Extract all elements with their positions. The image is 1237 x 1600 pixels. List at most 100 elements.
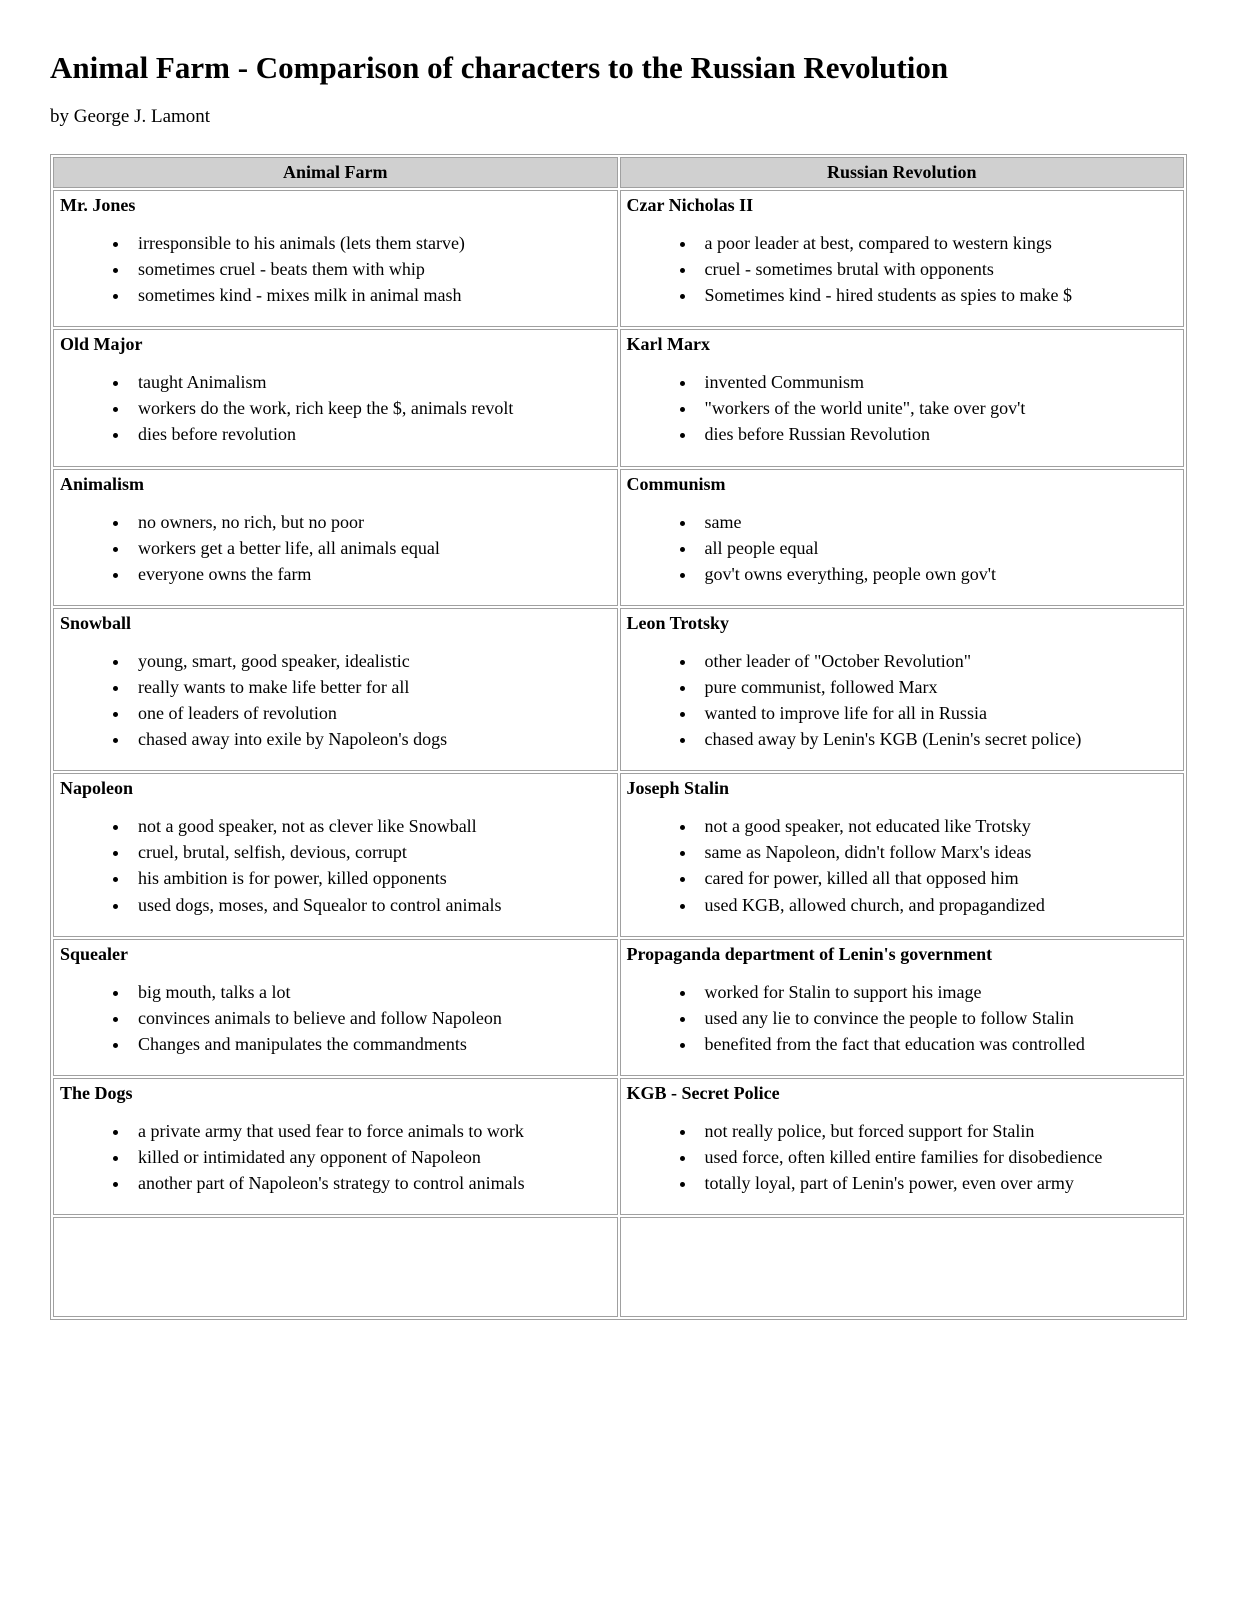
point-list: not a good speaker, not as clever like S… [60, 813, 611, 917]
table-row: Napoleon not a good speaker, not as cleve… [53, 773, 1184, 936]
list-item: a private army that used fear to force a… [130, 1118, 611, 1144]
column-header-left: Animal Farm [53, 157, 618, 188]
list-item: used KGB, allowed church, and propagandi… [697, 892, 1178, 918]
list-item: not a good speaker, not as clever like S… [130, 813, 611, 839]
table-row: The Dogs a private army that used fear to… [53, 1078, 1184, 1215]
table-cell [620, 1217, 1185, 1317]
list-item: young, smart, good speaker, idealistic [130, 648, 611, 674]
table-cell: Animalism no owners, no rich, but no poor… [53, 469, 618, 606]
list-item: taught Animalism [130, 369, 611, 395]
point-list: worked for Stalin to support his imageus… [627, 979, 1178, 1057]
table-cell: The Dogs a private army that used fear to… [53, 1078, 618, 1215]
list-item: cruel, brutal, selfish, devious, corrupt [130, 839, 611, 865]
point-list: taught Animalismworkers do the work, ric… [60, 369, 611, 447]
list-item: all people equal [697, 535, 1178, 561]
table-cell: Snowball young, smart, good speaker, idea… [53, 608, 618, 771]
list-item: chased away by Lenin's KGB (Lenin's secr… [697, 726, 1178, 752]
cell-title: The Dogs [60, 1083, 611, 1104]
list-item: not a good speaker, not educated like Tr… [697, 813, 1178, 839]
page-title: Animal Farm - Comparison of characters t… [50, 50, 1187, 86]
point-list: sameall people equalgov't owns everythin… [627, 509, 1178, 587]
table-cell [53, 1217, 618, 1317]
table-row [53, 1217, 1184, 1317]
table-cell: Propaganda department of Lenin's governm… [620, 939, 1185, 1076]
table-cell: Squealer big mouth, talks a lotconvinces … [53, 939, 618, 1076]
point-list: invented Communism"workers of the world … [627, 369, 1178, 447]
point-list: a private army that used fear to force a… [60, 1118, 611, 1196]
list-item: big mouth, talks a lot [130, 979, 611, 1005]
list-item: convinces animals to believe and follow … [130, 1005, 611, 1031]
point-list: other leader of "October Revolution"pure… [627, 648, 1178, 752]
list-item: sometimes cruel - beats them with whip [130, 256, 611, 282]
list-item: used any lie to convince the people to f… [697, 1005, 1178, 1031]
table-cell: Karl Marx invented Communism"workers of t… [620, 329, 1185, 466]
list-item: another part of Napoleon's strategy to c… [130, 1170, 611, 1196]
list-item: not really police, but forced support fo… [697, 1118, 1178, 1144]
column-header-right: Russian Revolution [620, 157, 1185, 188]
cell-title: Mr. Jones [60, 195, 611, 216]
table-row: Squealer big mouth, talks a lotconvinces … [53, 939, 1184, 1076]
cell-title: Old Major [60, 334, 611, 355]
cell-title: Napoleon [60, 778, 611, 799]
table-cell: Mr. Jones irresponsible to his animals (l… [53, 190, 618, 327]
list-item: used force, often killed entire families… [697, 1144, 1178, 1170]
cell-title: Leon Trotsky [627, 613, 1178, 634]
list-item: chased away into exile by Napoleon's dog… [130, 726, 611, 752]
list-item: one of leaders of revolution [130, 700, 611, 726]
cell-title: KGB - Secret Police [627, 1083, 1178, 1104]
comparison-table: Animal Farm Russian Revolution Mr. Jones… [50, 154, 1187, 1320]
list-item: totally loyal, part of Lenin's power, ev… [697, 1170, 1178, 1196]
list-item: sometimes kind - mixes milk in animal ma… [130, 282, 611, 308]
list-item: dies before Russian Revolution [697, 421, 1178, 447]
list-item: workers do the work, rich keep the $, an… [130, 395, 611, 421]
list-item: other leader of "October Revolution" [697, 648, 1178, 674]
point-list: a poor leader at best, compared to weste… [627, 230, 1178, 308]
table-cell: Joseph Stalin not a good speaker, not edu… [620, 773, 1185, 936]
list-item: "workers of the world unite", take over … [697, 395, 1178, 421]
cell-title: Snowball [60, 613, 611, 634]
list-item: invented Communism [697, 369, 1178, 395]
list-item: cared for power, killed all that opposed… [697, 865, 1178, 891]
list-item: cruel - sometimes brutal with opponents [697, 256, 1178, 282]
byline: by George J. Lamont [50, 106, 1187, 128]
table-row: Snowball young, smart, good speaker, idea… [53, 608, 1184, 771]
cell-title: Propaganda department of Lenin's governm… [627, 944, 1178, 965]
list-item: irresponsible to his animals (lets them … [130, 230, 611, 256]
table-cell: Old Major taught Animalismworkers do the … [53, 329, 618, 466]
list-item: dies before revolution [130, 421, 611, 447]
cell-title: Animalism [60, 474, 611, 495]
cell-title: Czar Nicholas II [627, 195, 1178, 216]
list-item: wanted to improve life for all in Russia [697, 700, 1178, 726]
table-cell: Czar Nicholas II a poor leader at best, c… [620, 190, 1185, 327]
list-item: a poor leader at best, compared to weste… [697, 230, 1178, 256]
table-cell: Communismsameall people equalgov't owns … [620, 469, 1185, 606]
list-item: pure communist, followed Marx [697, 674, 1178, 700]
point-list: not a good speaker, not educated like Tr… [627, 813, 1178, 917]
list-item: same [697, 509, 1178, 535]
cell-title: Squealer [60, 944, 611, 965]
point-list: young, smart, good speaker, idealisticre… [60, 648, 611, 752]
table-cell: KGB - Secret Police not really police, bu… [620, 1078, 1185, 1215]
list-item: everyone owns the farm [130, 561, 611, 587]
point-list: no owners, no rich, but no poorworkers g… [60, 509, 611, 587]
table-row: Old Major taught Animalismworkers do the … [53, 329, 1184, 466]
list-item: no owners, no rich, but no poor [130, 509, 611, 535]
list-item: workers get a better life, all animals e… [130, 535, 611, 561]
table-cell: Leon Trotsky other leader of "October Rev… [620, 608, 1185, 771]
list-item: Sometimes kind - hired students as spies… [697, 282, 1178, 308]
list-item: same as Napoleon, didn't follow Marx's i… [697, 839, 1178, 865]
list-item: used dogs, moses, and Squealor to contro… [130, 892, 611, 918]
list-item: really wants to make life better for all [130, 674, 611, 700]
list-item: Changes and manipulates the commandments [130, 1031, 611, 1057]
table-cell: Napoleon not a good speaker, not as cleve… [53, 773, 618, 936]
point-list: big mouth, talks a lotconvinces animals … [60, 979, 611, 1057]
list-item: benefited from the fact that education w… [697, 1031, 1178, 1057]
list-item: his ambition is for power, killed oppone… [130, 865, 611, 891]
cell-title: Karl Marx [627, 334, 1178, 355]
list-item: killed or intimidated any opponent of Na… [130, 1144, 611, 1170]
list-item: gov't owns everything, people own gov't [697, 561, 1178, 587]
point-list: not really police, but forced support fo… [627, 1118, 1178, 1196]
table-row: Animalism no owners, no rich, but no poor… [53, 469, 1184, 606]
cell-title: Joseph Stalin [627, 778, 1178, 799]
list-item: worked for Stalin to support his image [697, 979, 1178, 1005]
